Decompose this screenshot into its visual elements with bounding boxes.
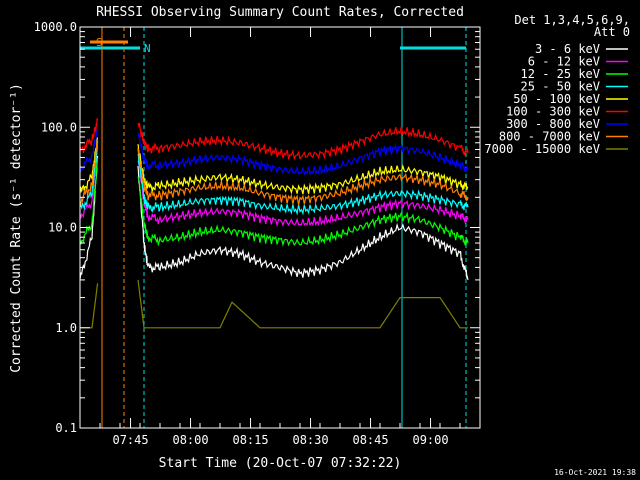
y-axis-label: Corrected Count Rate (s⁻¹ detector⁻¹)	[9, 83, 24, 373]
legend-entry: 7000 - 15000 keV	[484, 142, 600, 156]
x-tick-label: 08:00	[172, 433, 208, 447]
legend-entry: 100 - 300 keV	[506, 105, 600, 119]
x-tick-label: 07:45	[112, 433, 148, 447]
flag-label: N	[144, 42, 151, 55]
plot-frame	[79, 26, 481, 429]
legend-entry: 300 - 800 keV	[506, 117, 600, 131]
timestamp: 16-Oct-2021 19:38	[554, 468, 636, 477]
series-line	[79, 157, 469, 247]
x-tick-label: 08:15	[232, 433, 268, 447]
series-line	[79, 146, 469, 228]
legend-header: Det 1,3,4,5,6,9,	[514, 13, 630, 27]
legend-entry: 6 - 12 keV	[528, 55, 600, 69]
series-line	[79, 118, 469, 161]
y-tick-label: 10.0	[48, 221, 77, 235]
legend-entry: 12 - 25 keV	[521, 67, 600, 81]
flag-label: S	[96, 36, 103, 49]
y-tick-label: 1000.0	[34, 20, 77, 34]
legend-header: Att 0	[594, 25, 630, 39]
x-tick-label: 09:00	[412, 433, 448, 447]
y-tick-label: 1.0	[55, 321, 77, 335]
legend-entry: 800 - 7000 keV	[499, 130, 600, 144]
series-line	[79, 137, 469, 195]
y-tick-label: 0.1	[55, 421, 77, 435]
chart-title: RHESSI Observing Summary Count Rates, Co…	[96, 5, 464, 20]
legend-entry: 50 - 100 keV	[513, 92, 600, 106]
series-line	[80, 279, 468, 329]
x-axis-label: Start Time (20-Oct-07 07:32:22)	[159, 456, 402, 471]
series-line	[79, 128, 469, 176]
legend-entry: 3 - 6 keV	[535, 42, 600, 56]
y-tick-label: 100.0	[41, 120, 77, 134]
legend-entry: 25 - 50 keV	[521, 80, 600, 94]
x-tick-label: 08:30	[292, 433, 328, 447]
x-tick-label: 08:45	[352, 433, 388, 447]
series-line	[79, 140, 469, 207]
